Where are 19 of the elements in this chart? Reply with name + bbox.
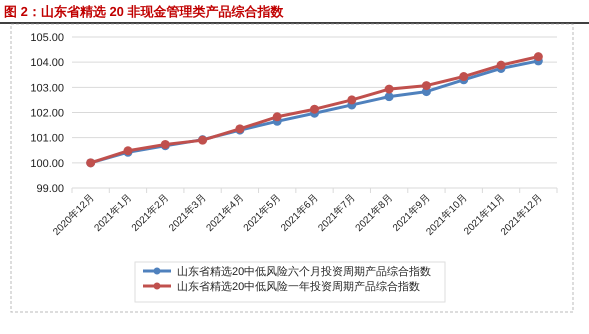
point bbox=[534, 52, 543, 62]
point bbox=[496, 60, 506, 70]
point bbox=[422, 81, 431, 90]
y-tick-label: 103.00 bbox=[30, 82, 64, 94]
point bbox=[384, 92, 394, 102]
point bbox=[272, 112, 282, 122]
y-tick-label: 99.00 bbox=[36, 183, 64, 195]
title: 图 2：山东省精选 20 非现金管理类产品综合指数 bbox=[4, 4, 284, 19]
y-tick-label: 101.00 bbox=[30, 132, 64, 145]
y-tick-label: 104.00 bbox=[30, 57, 64, 70]
legend-label: 山东省精选20中低风险一年投资周期产品综合指数 bbox=[177, 280, 420, 293]
legend-label: 山东省精选20中低风险六个月投资周期产品综合指数 bbox=[177, 265, 432, 278]
point bbox=[310, 104, 319, 114]
y-tick-label: 105.00 bbox=[30, 32, 64, 44]
point bbox=[347, 95, 356, 104]
y-tick-label: 102.00 bbox=[30, 108, 64, 120]
point bbox=[459, 72, 468, 82]
point bbox=[384, 84, 394, 94]
y-tick-label: 100.00 bbox=[30, 158, 64, 170]
